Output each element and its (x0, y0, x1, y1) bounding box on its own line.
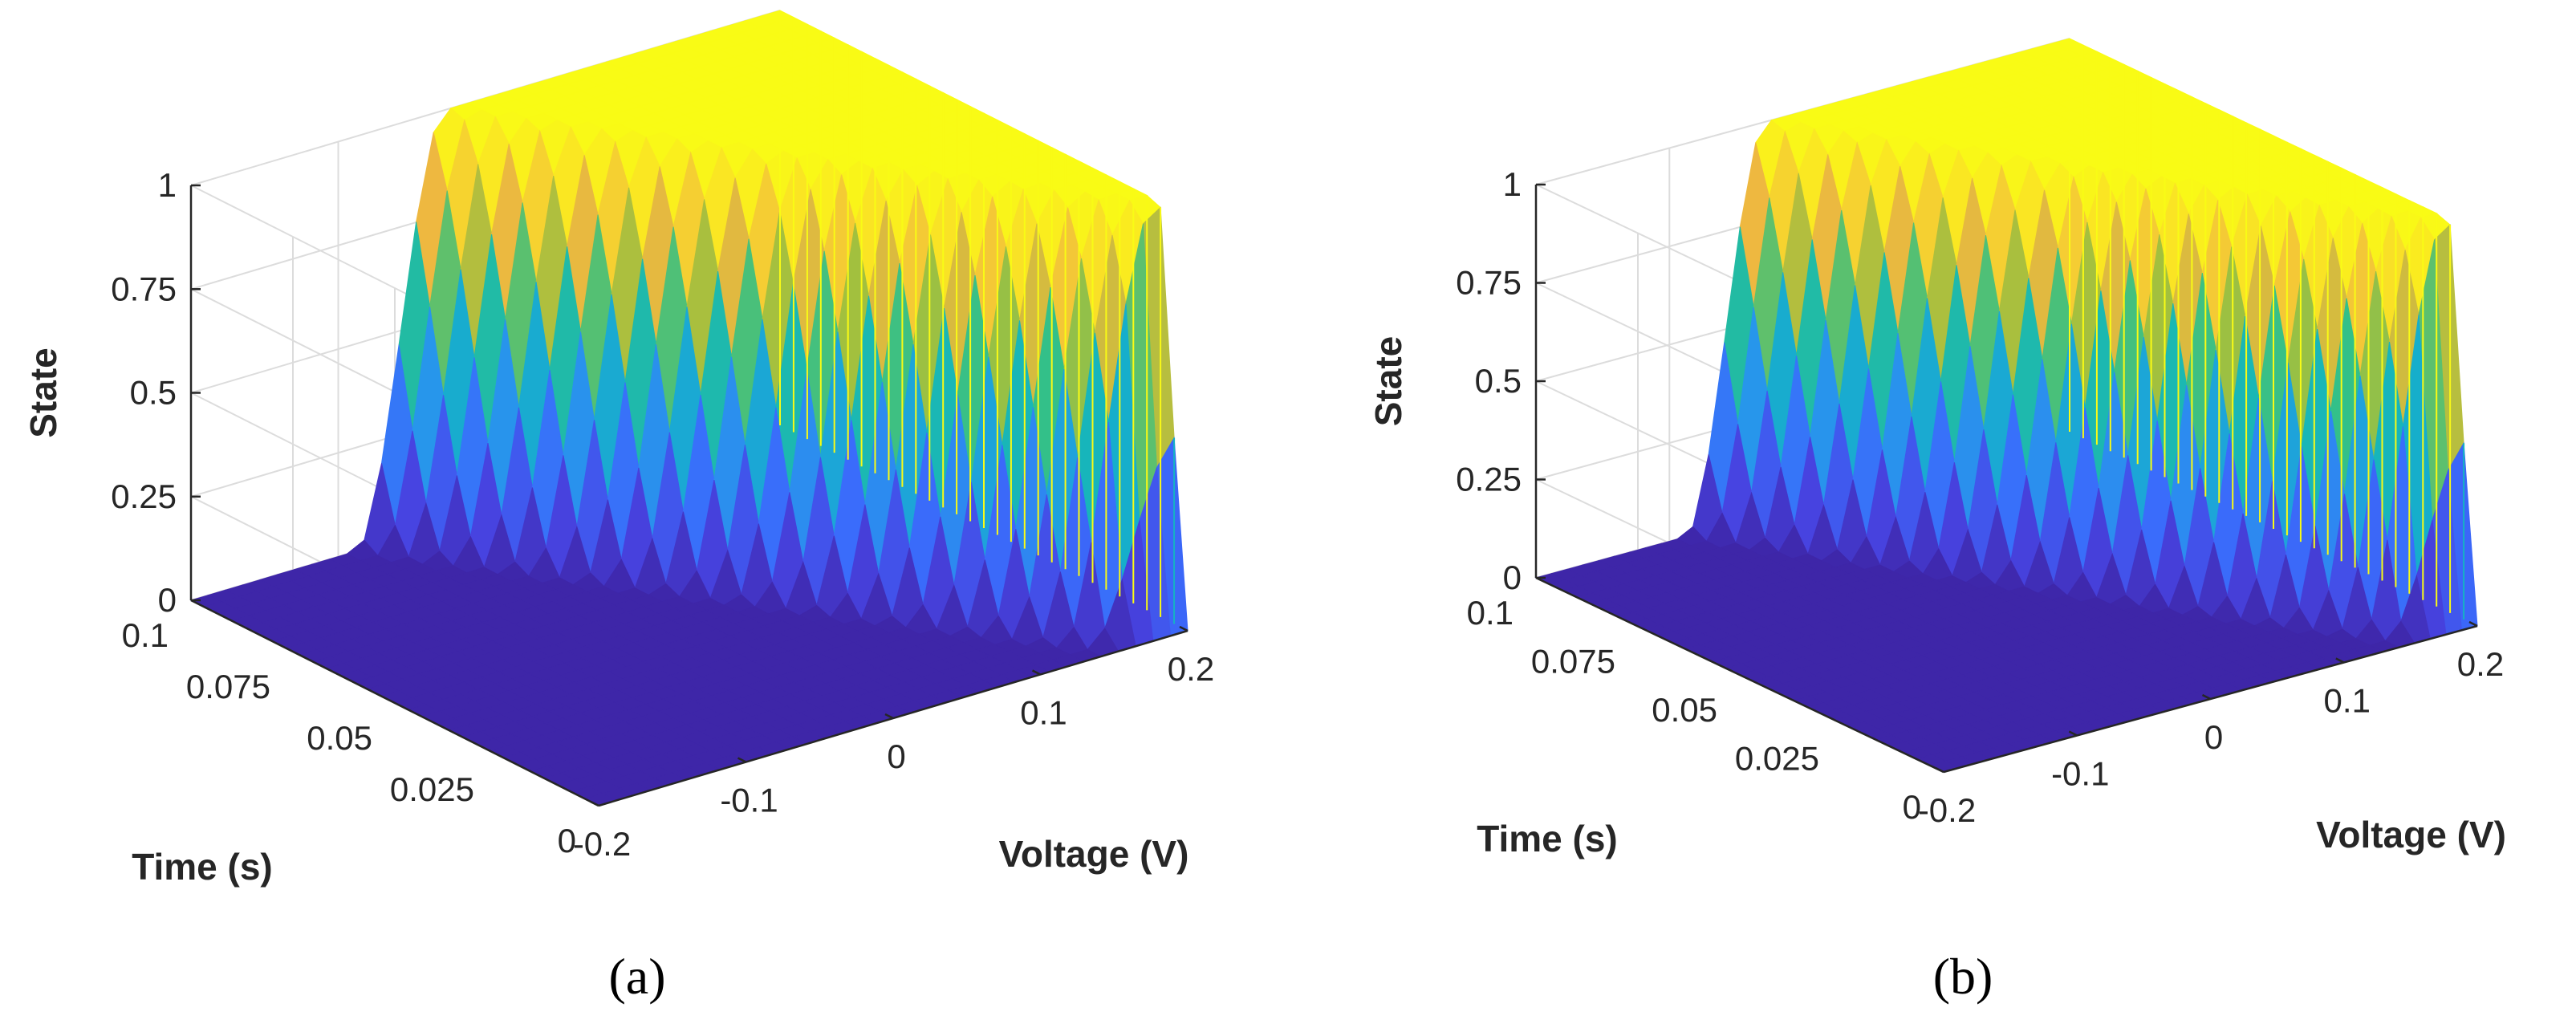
x-tick-label: 0 (2204, 718, 2223, 756)
y-tick-label: 0 (1903, 788, 1921, 826)
y-tick-label: 0.025 (390, 770, 474, 808)
surface (189, 10, 1188, 807)
x-tick-mark (884, 713, 894, 720)
x-axis-label: Voltage (V) (2316, 814, 2506, 855)
panel-caption: (b) (1933, 948, 1993, 1005)
x-tick-label: 0 (887, 737, 905, 775)
z-tick-label: 0 (1503, 559, 1522, 596)
axes: -0.2-0.100.10.200.0250.050.0750.100.250.… (111, 166, 1214, 863)
z-axis-label: State (1367, 336, 1409, 426)
z-tick-label: 0.25 (111, 477, 177, 515)
x-tick-mark (1935, 766, 1944, 774)
z-tick-label: 0 (158, 581, 177, 619)
x-tick-mark (2335, 657, 2345, 664)
x-tick-label: -0.1 (720, 782, 778, 819)
x-tick-mark (2468, 620, 2478, 628)
panel-b: -0.2-0.100.10.200.0250.050.0750.100.250.… (1367, 38, 2506, 1005)
y-tick-label: 0.05 (1652, 691, 1717, 729)
x-tick-label: 0.1 (2324, 682, 2371, 720)
z-tick-label: 1 (1503, 165, 1522, 203)
y-tick-label: 0.075 (186, 668, 270, 705)
x-tick-mark (737, 757, 747, 763)
y-tick-label: 0.05 (307, 719, 372, 757)
axes: -0.2-0.100.10.200.0250.050.0750.100.250.… (1456, 165, 2504, 829)
x-axis-label: Voltage (V) (999, 833, 1189, 875)
panel-a: -0.2-0.100.10.200.0250.050.0750.100.250.… (22, 10, 1214, 1005)
y-tick-label: 0.075 (1531, 643, 1615, 681)
y-tick-label: 0.025 (1735, 740, 1819, 778)
x-tick-mark (590, 800, 599, 807)
y-axis-line (1535, 576, 1944, 774)
z-axis-label: State (22, 347, 64, 437)
y-axis-label: Time (s) (132, 846, 273, 888)
y-tick-label: 0.1 (1467, 594, 1514, 632)
y-tick-label: 0.1 (122, 616, 169, 654)
x-tick-mark (2068, 730, 2078, 737)
x-tick-label: 0.2 (2457, 645, 2504, 683)
x-tick-label: -0.2 (1918, 791, 1976, 829)
x-tick-label: -0.1 (2051, 755, 2109, 793)
z-tick-label: 0.5 (130, 374, 177, 412)
z-tick-label: 0.25 (1456, 461, 1522, 498)
panel-caption: (a) (608, 948, 665, 1005)
surface (1534, 38, 2478, 773)
z-tick-label: 0.75 (1456, 264, 1522, 302)
x-tick-mark (1031, 669, 1042, 676)
x-tick-mark (2201, 693, 2212, 701)
y-axis-line (190, 599, 599, 807)
x-tick-label: -0.2 (573, 825, 631, 863)
x-tick-label: 0.2 (1168, 650, 1214, 688)
y-axis-label: Time (s) (1477, 818, 1618, 859)
z-tick-label: 0.5 (1475, 362, 1522, 400)
x-tick-label: 0.1 (1020, 694, 1067, 732)
y-tick-label: 0 (558, 822, 576, 859)
z-tick-label: 1 (158, 166, 177, 204)
x-tick-mark (1179, 625, 1188, 632)
z-tick-label: 0.75 (111, 270, 177, 307)
